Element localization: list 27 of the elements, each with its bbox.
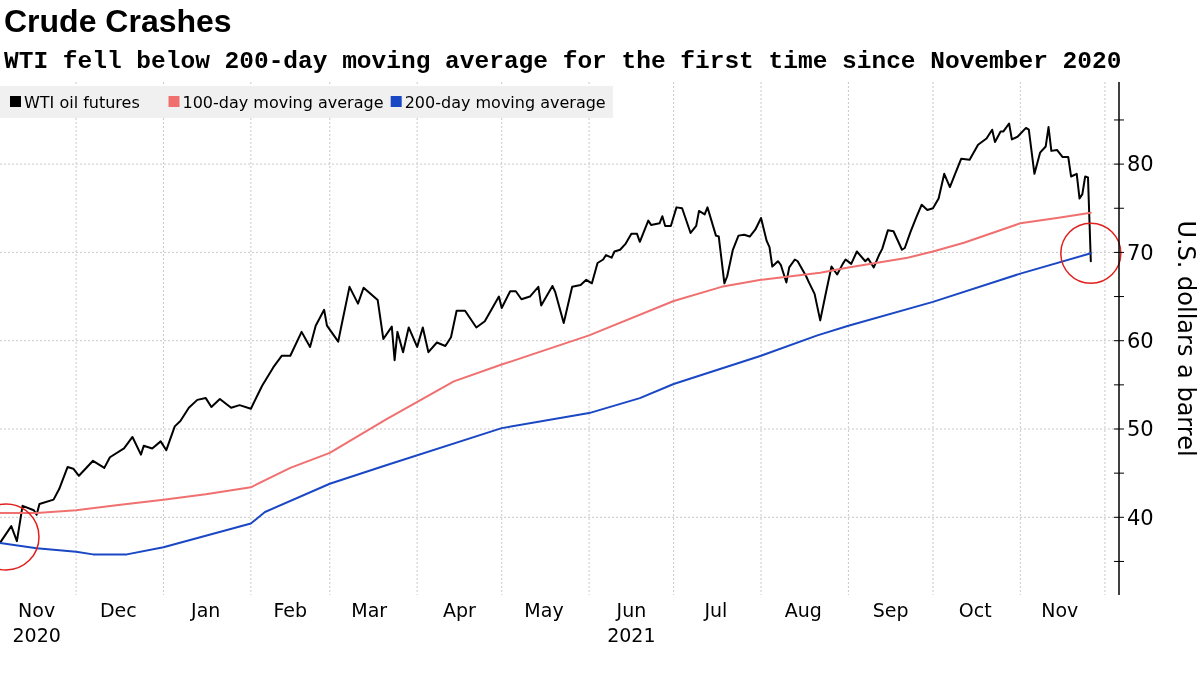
y-tick-label: 60	[1127, 329, 1154, 354]
line-series	[0, 122, 1092, 544]
chart-title: Crude Crashes	[4, 3, 232, 39]
x-tick-label: Mar	[351, 599, 388, 621]
x-tick-label: Aug	[784, 599, 822, 621]
legend-label: 100-day moving average	[182, 92, 384, 112]
x-tick-label: Jul	[703, 599, 728, 621]
legend-label: WTI oil futures	[24, 92, 140, 112]
x-tick-label: Nov	[1041, 599, 1079, 621]
y-tick-label: 70	[1127, 240, 1154, 265]
y-tick-label: 80	[1127, 152, 1154, 177]
x-tick-label: Jan	[190, 599, 221, 621]
line-series	[0, 252, 1092, 556]
chart-subtitle: WTI fell below 200-day moving average for the first time since November 2020	[4, 48, 1122, 75]
x-tick-label: Feb	[273, 599, 308, 621]
x-tick-label: Apr	[443, 599, 477, 621]
y-tick-label: 40	[1127, 505, 1154, 530]
x-tick-label: Dec	[99, 599, 137, 621]
y-axis-title: U.S. dollars a barrel	[1172, 220, 1200, 457]
x-tick-label: Jun 2021	[607, 599, 656, 646]
y-tick-label: 50	[1127, 417, 1154, 442]
line-series	[0, 211, 1092, 514]
x-tick-label: Sep	[872, 599, 909, 621]
x-tick-label: Oct	[958, 599, 992, 621]
x-tick-label: Nov 2020	[12, 599, 61, 646]
legend-label: 200-day moving average	[404, 92, 606, 112]
x-tick-label: May	[524, 599, 564, 621]
